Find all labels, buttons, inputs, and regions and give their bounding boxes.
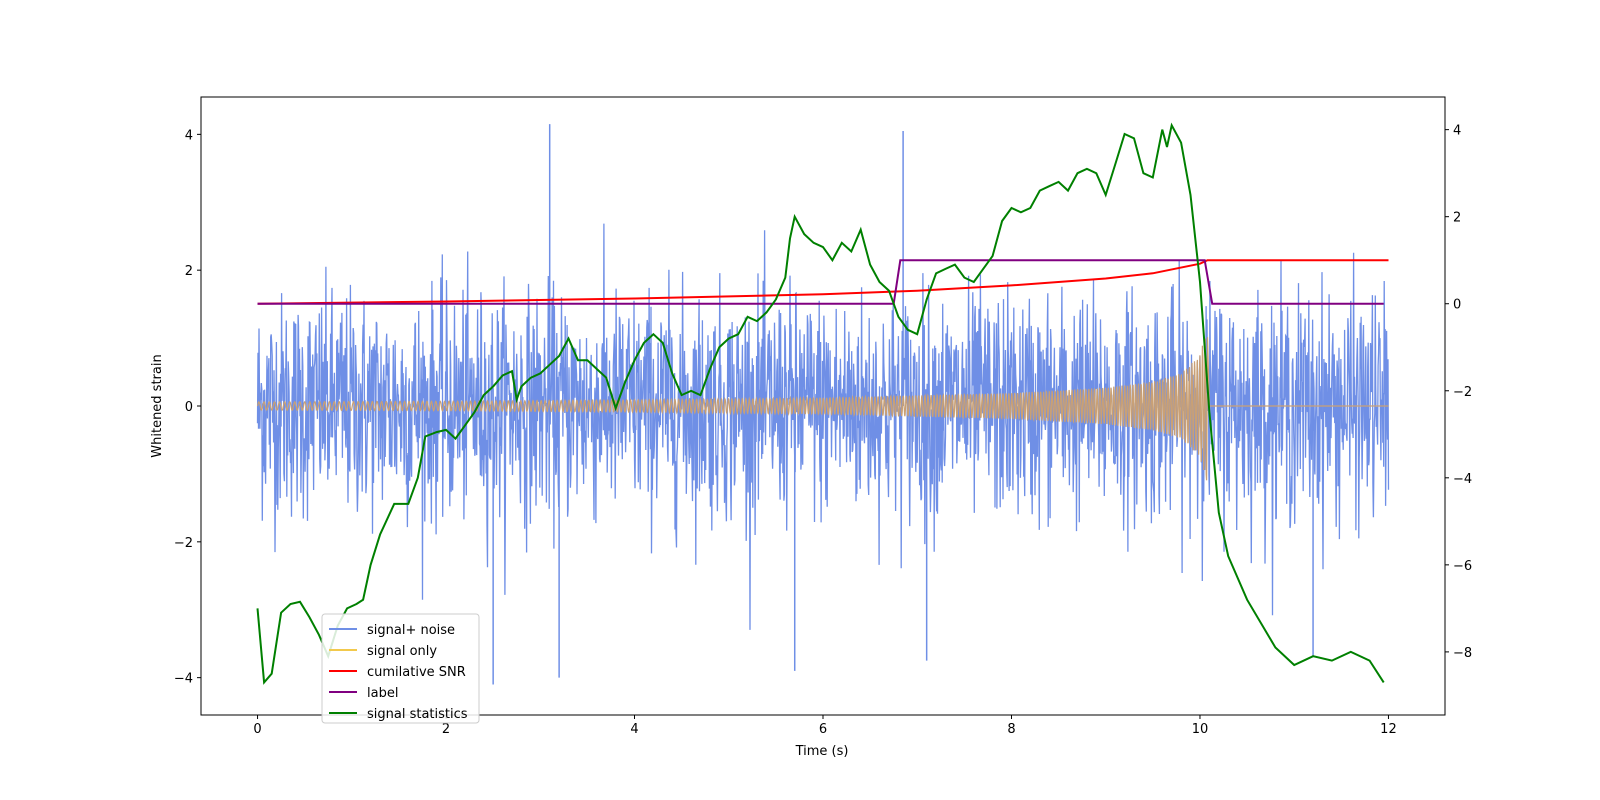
x-tick-label: 0 [253, 722, 261, 737]
x-tick-label: 12 [1380, 722, 1397, 737]
label-line [257, 259, 1384, 305]
y-tick-label: 0 [185, 400, 193, 415]
plot-area [256, 122, 1390, 685]
x-tick-label: 8 [1007, 722, 1015, 737]
x-tick-label: 4 [630, 722, 638, 737]
x-axis-ticks: 0 2 4 6 8 10 12 [253, 715, 1397, 737]
y-axis-ticks: −4 −2 0 2 4 [174, 128, 201, 687]
y-axis-label: Whitened strain [150, 354, 165, 457]
legend: signal+ noise signal only cumilative SNR la… [321, 613, 480, 724]
series-signal-only [256, 337, 1389, 481]
y2-tick-label: −8 [1453, 646, 1472, 661]
y-tick-label: 4 [185, 128, 193, 143]
y2-tick-label: 4 [1453, 124, 1461, 139]
legend-label: signal only [367, 644, 437, 659]
legend-label: signal statistics [367, 707, 468, 722]
y2-tick-label: 0 [1453, 298, 1461, 313]
legend-box [321, 613, 480, 724]
x-tick-label: 6 [819, 722, 827, 737]
signal-trace [256, 337, 1389, 481]
legend-label: signal+ noise [367, 623, 455, 638]
x-tick-label: 10 [1192, 722, 1209, 737]
x-axis-label: Time (s) [795, 744, 849, 759]
y2-tick-label: −2 [1453, 385, 1472, 400]
y2-tick-label: −4 [1453, 472, 1472, 487]
y-tick-label: −4 [174, 672, 193, 687]
stats-line [256, 122, 1385, 685]
legend-label: cumilative SNR [367, 665, 466, 680]
x-tick-label: 2 [442, 722, 450, 737]
y-tick-label: −2 [174, 536, 193, 551]
legend-label: label [367, 686, 398, 701]
y2-tick-label: 2 [1453, 211, 1461, 226]
y-tick-label: 2 [185, 264, 193, 279]
y2-axis-ticks: −8 −6 −4 −2 0 2 4 [1445, 124, 1472, 661]
snr-line [257, 259, 1389, 305]
y2-tick-label: −6 [1453, 559, 1472, 574]
series-lines [256, 122, 1389, 685]
